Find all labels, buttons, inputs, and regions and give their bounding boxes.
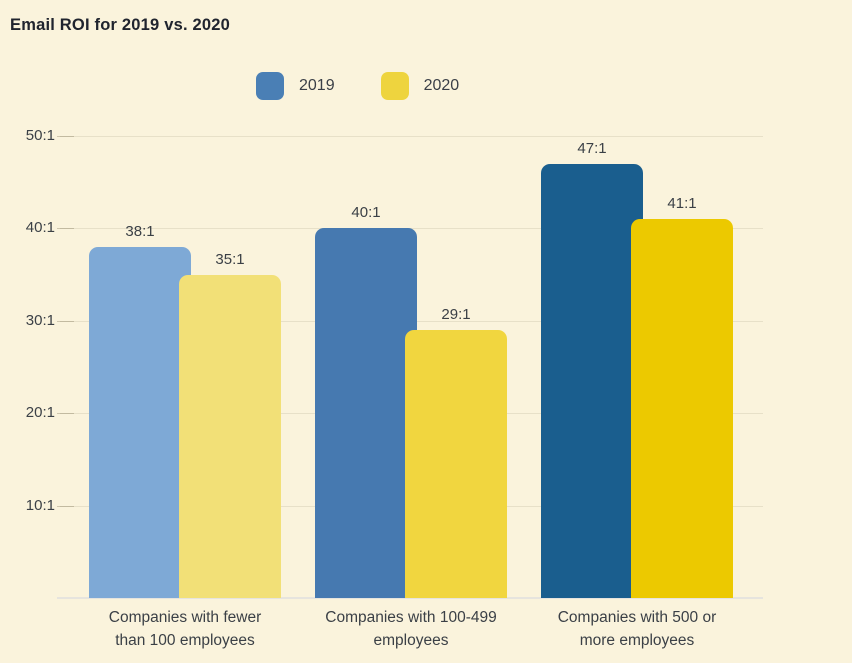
x-axis-category-label-line: Companies with 100-499	[325, 609, 497, 626]
bar-value-label: 29:1	[441, 306, 471, 323]
y-axis-tick-label: 50:1	[25, 127, 55, 144]
x-axis-category-label-line: employees	[373, 632, 449, 649]
gridline	[60, 136, 763, 137]
legend-label-2019: 2019	[299, 77, 335, 94]
y-axis-tick-label: 20:1	[25, 404, 55, 422]
bar-value-label: 40:1	[351, 204, 381, 221]
bar-value-label: 38:1	[125, 223, 155, 240]
bar-2019	[541, 164, 643, 598]
y-axis-tick	[57, 320, 74, 322]
legend-label-2020: 2020	[423, 77, 460, 94]
y-axis-tick	[57, 228, 74, 230]
plot-area: 38:1 35:1 40:1 29:1 47:1 41:1	[57, 136, 763, 598]
chart-title: Email ROI for 2019 vs. 2020	[10, 16, 231, 34]
y-axis-tick	[57, 505, 74, 507]
legend-item-2019: 2019	[256, 72, 335, 100]
bar-2019	[315, 228, 417, 598]
x-axis-category-label-line: more employees	[579, 632, 695, 649]
x-axis-category-label-line: than 100 employees	[115, 632, 255, 649]
x-axis-category-label: Companies with 100-499 employees	[281, 606, 541, 652]
y-axis-tick	[57, 136, 74, 137]
x-axis-category-label: Companies with fewer than 100 employees	[55, 606, 315, 652]
bar-group: 47:1 41:1	[541, 136, 733, 598]
bar-group: 38:1 35:1	[89, 136, 281, 598]
legend-swatch-2019-icon	[256, 72, 284, 100]
legend: 2019 2020	[256, 72, 459, 100]
bar-value-label: 47:1	[577, 140, 607, 157]
x-axis-category-label-line: Companies with 500 or	[557, 609, 717, 626]
bar-2019	[89, 247, 191, 598]
bar-2020	[631, 219, 733, 598]
y-axis-tick	[57, 413, 74, 415]
x-axis-category-label-line: Companies with fewer	[108, 609, 262, 626]
y-axis-tick-label: 40:1	[25, 219, 55, 237]
y-axis-tick-label: 30:1	[25, 311, 55, 329]
bar-value-label: 41:1	[667, 195, 697, 212]
y-axis-tick-label: 10:1	[25, 496, 55, 514]
legend-swatch-2020-icon	[380, 72, 409, 100]
bar-2020	[405, 330, 507, 598]
bar-2020	[179, 275, 281, 598]
x-axis-line	[57, 597, 763, 599]
x-axis-category-label: Companies with 500 or more employees	[507, 606, 767, 652]
bar-group: 40:1 29:1	[315, 136, 507, 598]
legend-item-2020: 2020	[380, 72, 460, 100]
bar-value-label: 35:1	[215, 251, 245, 268]
